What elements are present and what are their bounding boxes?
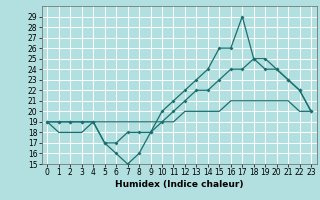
- X-axis label: Humidex (Indice chaleur): Humidex (Indice chaleur): [115, 180, 244, 189]
